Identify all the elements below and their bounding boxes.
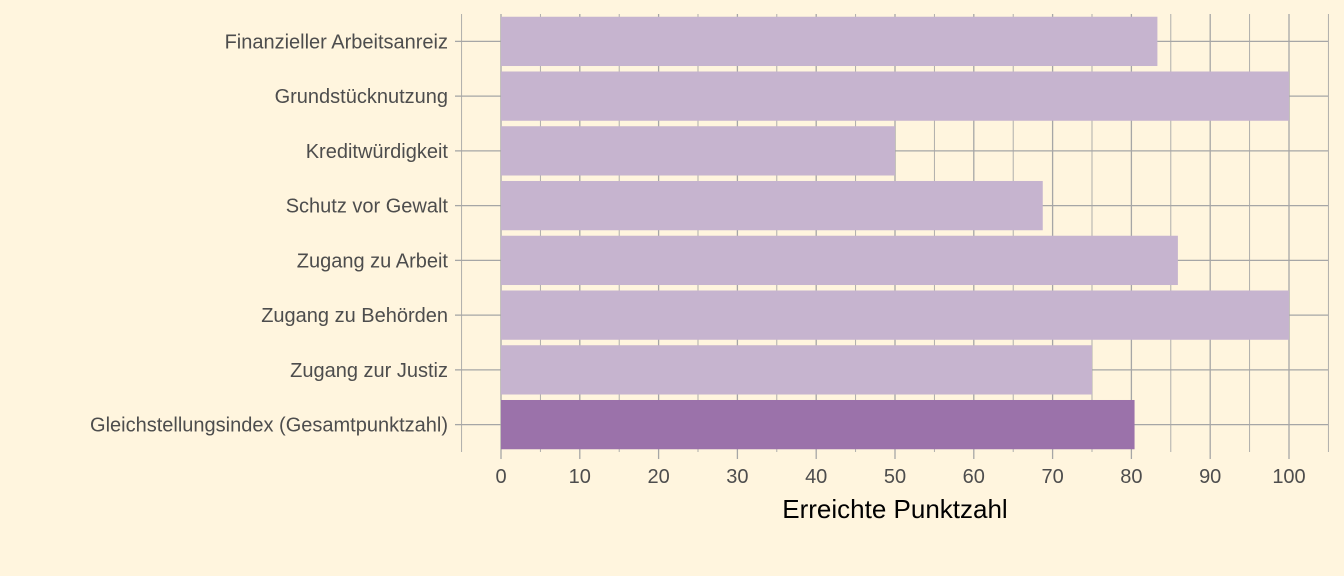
x-tick-label: 10 (569, 466, 591, 488)
bar (501, 399, 1135, 450)
category-label: Zugang zu Arbeit (297, 250, 449, 272)
bar (501, 345, 1092, 395)
bar (501, 290, 1289, 340)
bar (501, 71, 1289, 121)
x-tick-label: 60 (963, 466, 985, 488)
x-tick-label: 70 (1041, 466, 1063, 488)
bar (501, 235, 1178, 286)
x-tick-label: 80 (1120, 466, 1142, 488)
category-ticks (455, 40, 462, 426)
bars (501, 16, 1289, 450)
category-label: Zugang zu Behörden (261, 305, 448, 327)
category-labels: Finanzieller Arbeitsanreiz Grundstücknutz… (90, 31, 448, 436)
category-label: Gleichstellungsindex (Gesamtpunktzahl) (90, 415, 448, 437)
x-tick-label: 50 (884, 466, 906, 488)
bar (501, 16, 1158, 67)
category-label: Schutz vor Gewalt (286, 196, 449, 218)
x-tick-label: 20 (647, 466, 669, 488)
x-tick-label: 0 (495, 466, 506, 488)
x-tick-labels: 0 10 20 30 40 50 60 70 80 90 100 (495, 452, 1306, 488)
x-tick-label: 100 (1272, 466, 1305, 488)
x-tick-label: 30 (726, 466, 748, 488)
category-label: Finanzieller Arbeitsanreiz (225, 31, 448, 53)
x-tick-label: 40 (805, 466, 827, 488)
bar (501, 180, 1043, 231)
category-label: Zugang zur Justiz (290, 360, 448, 382)
x-axis-title: Erreichte Punktzahl (782, 494, 1007, 524)
x-tick-label: 90 (1199, 466, 1221, 488)
category-label: Kreditwürdigkeit (306, 141, 449, 163)
bar (501, 126, 895, 176)
category-label: Grundstücknutzung (275, 86, 448, 108)
